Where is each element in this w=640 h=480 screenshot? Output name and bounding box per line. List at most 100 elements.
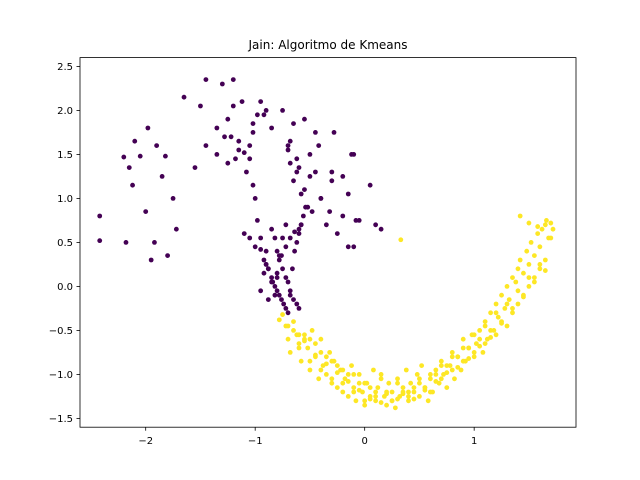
data-point (236, 147, 242, 153)
data-point (513, 279, 519, 285)
data-point (309, 209, 315, 215)
y-tick-label: −0.5 (49, 326, 73, 337)
data-point (504, 323, 510, 329)
data-point (298, 358, 304, 364)
data-point (535, 224, 541, 229)
data-point (294, 156, 300, 162)
data-point (318, 350, 324, 355)
data-point (130, 182, 135, 188)
data-point (285, 323, 291, 329)
data-point (422, 387, 428, 393)
data-point (466, 345, 472, 351)
data-point (331, 130, 337, 135)
data-point (493, 310, 499, 316)
data-point (531, 275, 537, 280)
data-point (274, 288, 280, 294)
data-point (548, 235, 554, 241)
data-point (477, 328, 483, 333)
data-point (367, 182, 373, 188)
data-point (279, 297, 284, 302)
data-point (433, 372, 439, 377)
data-point (345, 191, 351, 197)
data-point (345, 394, 351, 399)
data-point (261, 112, 267, 118)
data-point (345, 379, 351, 384)
data-point (334, 363, 340, 368)
data-point (283, 306, 289, 311)
data-point (241, 150, 247, 156)
data-point (252, 244, 258, 250)
x-axis: −2 −1 0 1 (138, 427, 477, 447)
data-point (378, 376, 384, 382)
data-point (274, 270, 280, 276)
data-point (270, 279, 276, 285)
data-point (280, 235, 285, 241)
data-point (386, 380, 392, 386)
data-point (351, 152, 357, 157)
data-point (316, 376, 322, 382)
data-point (340, 174, 346, 179)
data-point (340, 213, 346, 219)
data-point (296, 306, 302, 311)
data-point (298, 222, 304, 228)
data-point (389, 398, 395, 404)
data-point (233, 156, 238, 162)
data-point (371, 367, 376, 373)
data-point (219, 81, 225, 87)
data-point (230, 103, 236, 109)
data-point (152, 240, 157, 245)
data-point (449, 367, 455, 373)
data-point (515, 266, 521, 272)
data-point (417, 376, 422, 382)
data-point (280, 108, 285, 113)
data-point (327, 350, 333, 355)
data-point (499, 292, 504, 298)
data-point (504, 301, 510, 307)
data-point (154, 143, 160, 149)
data-point (192, 165, 198, 171)
data-point (458, 367, 464, 373)
data-point (292, 248, 297, 254)
data-point (542, 268, 548, 273)
data-point (340, 389, 346, 395)
data-point (173, 226, 179, 232)
data-point (414, 372, 420, 377)
data-point (313, 130, 318, 135)
y-tick-label: 1.5 (57, 150, 73, 161)
data-point (272, 292, 278, 298)
data-point (280, 312, 285, 317)
data-point (296, 226, 302, 232)
data-point (419, 363, 425, 368)
data-point (526, 220, 532, 226)
data-point (269, 275, 275, 280)
data-point (544, 218, 549, 223)
data-point (482, 341, 488, 346)
data-point (395, 376, 400, 382)
y-tick-label: 0.5 (57, 238, 73, 249)
data-point (406, 398, 411, 404)
data-point (307, 152, 313, 157)
data-point (362, 380, 368, 386)
data-point (466, 356, 472, 361)
data-point (292, 229, 297, 235)
data-point (121, 154, 127, 160)
data-point (291, 319, 296, 324)
data-point (417, 380, 422, 386)
plot-area (80, 57, 576, 428)
data-point (296, 165, 302, 171)
data-point (203, 77, 209, 82)
data-point (542, 257, 548, 263)
data-point (287, 350, 293, 355)
data-point (287, 288, 293, 294)
data-point (477, 343, 483, 349)
data-point (294, 301, 300, 307)
data-point (349, 363, 354, 368)
data-point (356, 218, 362, 223)
data-point (548, 220, 554, 226)
data-point (148, 257, 154, 263)
data-point (296, 341, 302, 346)
data-point (329, 169, 335, 175)
data-point (488, 335, 493, 340)
data-point (488, 310, 493, 316)
data-point (517, 213, 523, 219)
